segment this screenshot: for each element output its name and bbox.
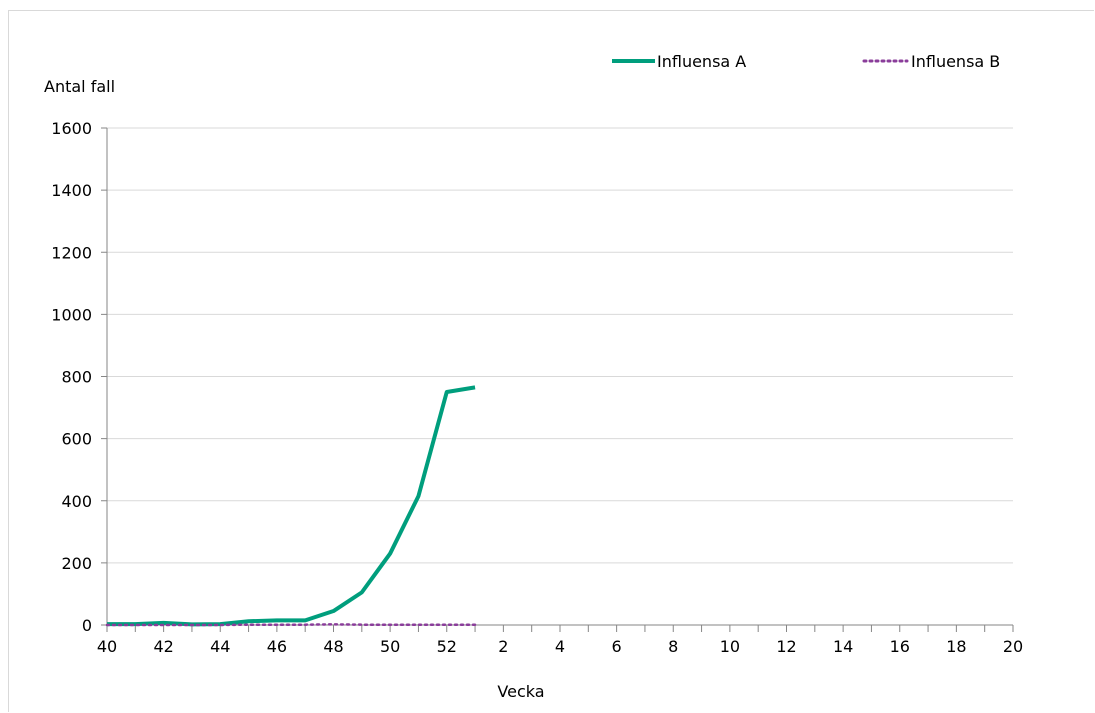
- x-tick-label-8: 8: [668, 637, 678, 656]
- legend-item-influensa-b: Influensa B: [862, 52, 1000, 71]
- y-tick-label-1000: 1000: [51, 305, 92, 324]
- x-tick-label-14: 14: [833, 637, 853, 656]
- legend-label-influensa-b: Influensa B: [911, 52, 1000, 71]
- y-tick-label-0: 0: [82, 616, 92, 635]
- series-line-influensa-b: [105, 623, 477, 627]
- x-tick-label-44: 44: [210, 637, 230, 656]
- series-line-influensa-a: [107, 385, 476, 627]
- x-tick-label-16: 16: [890, 637, 910, 656]
- x-tick-label-4: 4: [555, 637, 565, 656]
- gridlines: [107, 127, 1013, 564]
- y-tick-label-1600: 1600: [51, 119, 92, 138]
- y-tick-label-400: 400: [61, 492, 92, 511]
- legend-item-influensa-a: Influensa A: [612, 52, 746, 71]
- x-tick-label-10: 10: [720, 637, 740, 656]
- x-tick-label-40: 40: [97, 637, 117, 656]
- chart-frame: [8, 10, 1094, 712]
- series-lines: [105, 385, 477, 627]
- x-tick-label-6: 6: [612, 637, 622, 656]
- y-tick-label-800: 800: [61, 368, 92, 387]
- x-tick-label-2: 2: [498, 637, 508, 656]
- legend-label-influensa-a: Influensa A: [657, 52, 746, 71]
- x-tick-label-48: 48: [323, 637, 343, 656]
- legend: Influensa A Influensa B: [612, 52, 1000, 71]
- y-tick-label-600: 600: [61, 430, 92, 449]
- x-tick-label-42: 42: [153, 637, 173, 656]
- x-tick-label-20: 20: [1003, 637, 1023, 656]
- y-tick-label-200: 200: [61, 554, 92, 573]
- x-tick-label-46: 46: [267, 637, 287, 656]
- x-tick-label-50: 50: [380, 637, 400, 656]
- y-tick-label-1400: 1400: [51, 181, 92, 200]
- y-tick-label-1200: 1200: [51, 243, 92, 262]
- y-axis-title: Antal fall: [44, 77, 115, 96]
- x-axis-title: Vecka: [497, 682, 544, 701]
- x-tick-label-18: 18: [946, 637, 966, 656]
- x-tick-label-52: 52: [437, 637, 457, 656]
- x-tick-label-12: 12: [776, 637, 796, 656]
